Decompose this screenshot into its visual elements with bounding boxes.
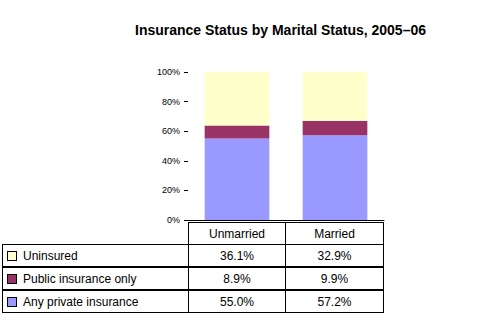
html-text:Any private insurance: Any private insurance <box>23 294 139 309</box>
svg-text:100%: 100% <box>157 67 180 77</box>
html-text:9.9%: 9.9% <box>320 271 349 286</box>
svg-text:40%: 40% <box>162 156 180 166</box>
html-text:36.1%: 36.1% <box>220 248 254 263</box>
html-text:Public insurance only: Public insurance only <box>23 271 137 286</box>
svg-text:20%: 20% <box>162 185 180 195</box>
html-text:55.0%: 55.0% <box>220 294 254 309</box>
svg-text:Insurance Status by Marital St: Insurance Status by Marital Status, 2005… <box>135 22 426 38</box>
html-text:Uninsured: Uninsured <box>23 248 78 263</box>
html-text:Unmarried: Unmarried <box>209 226 265 241</box>
html-text:57.2%: 57.2% <box>317 294 352 309</box>
svg-text:60%: 60% <box>162 126 180 136</box>
html-text:Married: Married <box>314 226 355 241</box>
html-text:32.9%: 32.9% <box>317 248 352 263</box>
html-text:8.9%: 8.9% <box>223 271 251 286</box>
svg-text:0%: 0% <box>167 215 180 225</box>
svg-text:80%: 80% <box>162 97 180 107</box>
